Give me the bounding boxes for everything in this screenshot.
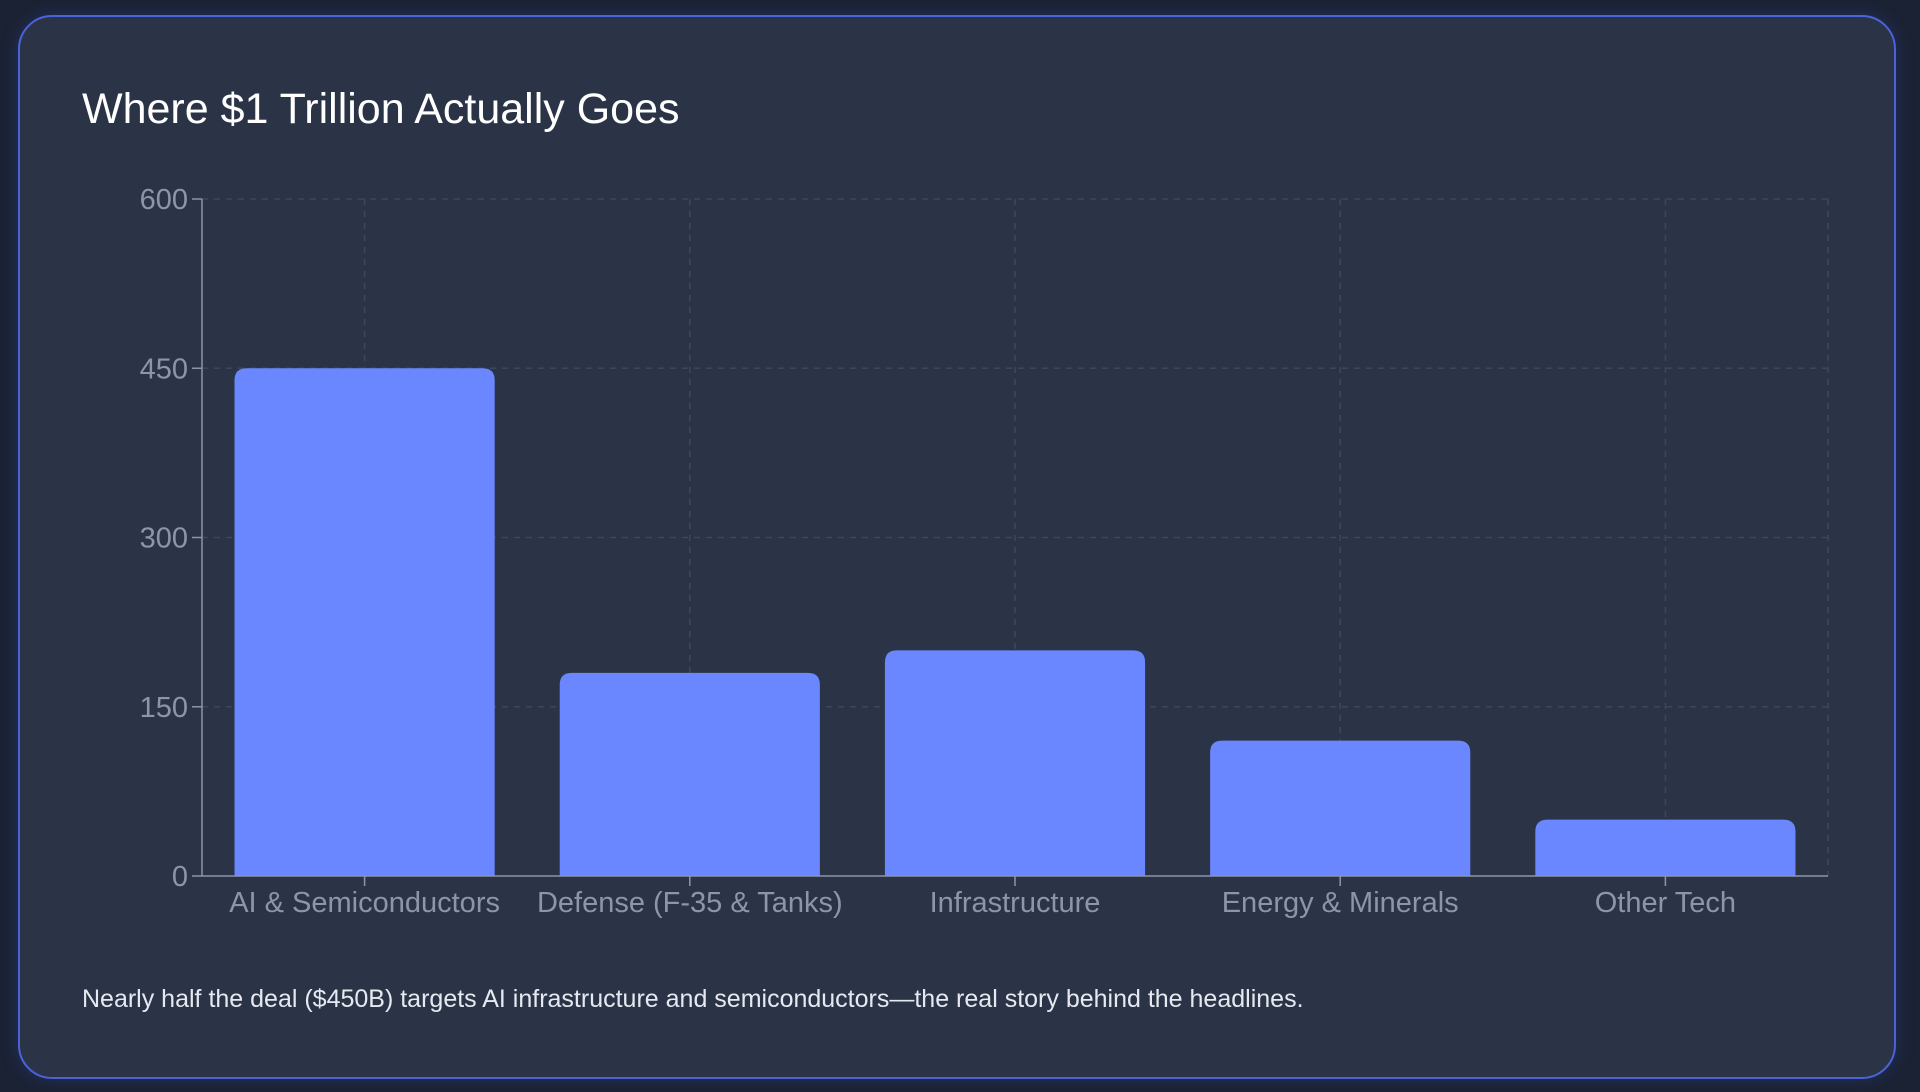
bar-chart: 0 150 300 450 600 AI & Semiconductors Defense … (140, 184, 1829, 919)
y-tick-label: 450 (140, 353, 188, 385)
bar (559, 672, 820, 876)
bar (1210, 740, 1471, 876)
x-tick-label: AI & Semiconductors (229, 887, 500, 919)
bars (234, 368, 1796, 876)
chart-title: Where $1 Trillion Actually Goes (82, 85, 680, 133)
x-tick-label: Energy & Minerals (1222, 887, 1459, 919)
x-tick-label: Defense (F-35 & Tanks) (537, 887, 843, 919)
x-tick-label: Other Tech (1595, 887, 1736, 919)
y-tick-label: 0 (172, 861, 188, 893)
bar (884, 650, 1146, 876)
bar (234, 368, 495, 876)
axis-labels: 0 150 300 450 600 AI & Semiconductors Defense … (140, 184, 1736, 919)
y-tick-label: 300 (140, 523, 188, 555)
chart-caption: Nearly half the deal ($450B) targets AI … (82, 985, 1304, 1013)
y-tick-label: 600 (140, 184, 188, 216)
y-tick-label: 150 (140, 692, 188, 724)
bar (1535, 819, 1796, 876)
gridlines (202, 198, 1829, 876)
x-tick-label: Infrastructure (930, 887, 1101, 919)
axes (192, 198, 1828, 886)
chart-card: Where $1 Trillion Actually Goes 0 150 300 4… (18, 15, 1896, 1079)
